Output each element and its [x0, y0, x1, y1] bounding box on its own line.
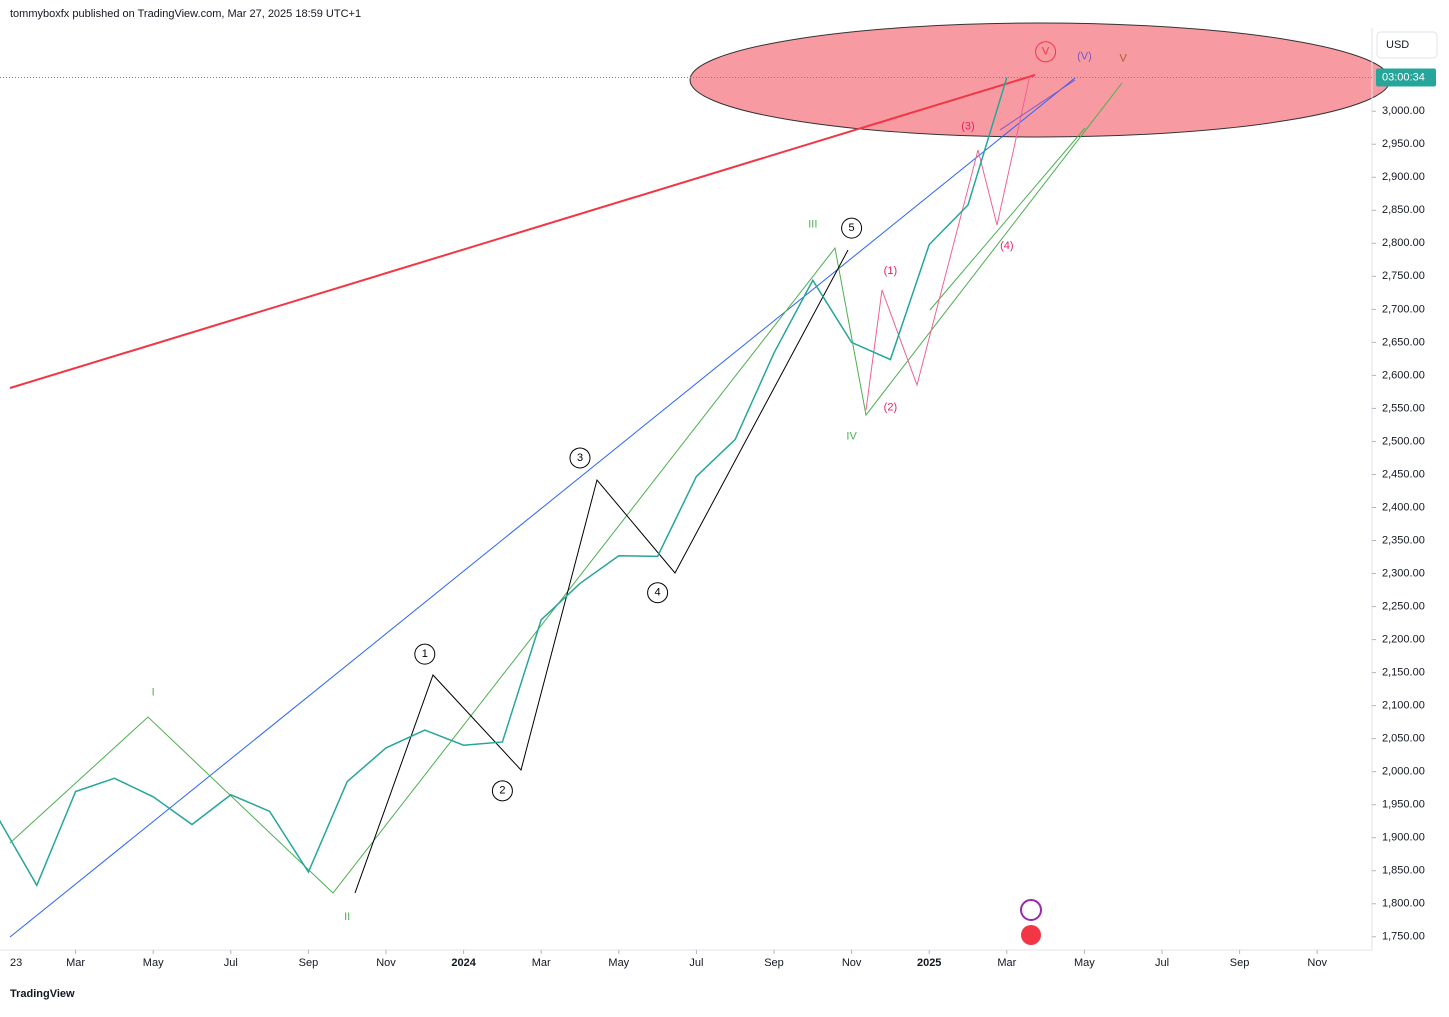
y-tick-label: 2,200.00 — [1382, 633, 1425, 645]
wave-path — [354, 249, 849, 894]
x-tick-label: 2025 — [917, 957, 941, 969]
wave-label: 3 — [577, 452, 583, 464]
wave-circle — [841, 217, 863, 239]
wave-label: (3) — [961, 120, 974, 132]
y-tick-label: 2,250.00 — [1382, 600, 1425, 612]
trend-line — [9, 74, 1036, 389]
countdown: 03:00:34 — [1382, 71, 1425, 83]
x-tick-label: Sep — [299, 957, 319, 969]
channel-line — [999, 79, 1076, 131]
x-tick-label: Jul — [689, 957, 703, 969]
x-tick-label: 2024 — [451, 957, 476, 969]
x-tick-label: Nov — [1307, 957, 1327, 969]
x-tick-label: Sep — [1230, 957, 1250, 969]
wave-label: 1 — [422, 648, 428, 660]
x-tick-label: 23 — [10, 957, 22, 969]
attribution: tommyboxfx published on TradingView.com,… — [10, 8, 361, 20]
target-zone — [689, 22, 1391, 138]
x-tick-label: May — [1074, 957, 1095, 969]
y-tick-label: 2,900.00 — [1382, 171, 1425, 183]
brand: TradingView — [10, 988, 75, 1000]
wave-label: 4 — [655, 587, 661, 599]
currency-button[interactable] — [1376, 31, 1438, 59]
event-icon[interactable] — [1020, 899, 1042, 921]
price-line — [0, 77, 1008, 887]
y-tick-label: 3,000.00 — [1382, 105, 1425, 117]
y-tick-label: 2,050.00 — [1382, 733, 1425, 745]
wave-label: IV — [846, 431, 857, 443]
wave-label: (1) — [884, 265, 897, 277]
wave-circle — [647, 582, 669, 604]
wave-label: 5 — [849, 222, 855, 234]
y-tick-label: 2,300.00 — [1382, 567, 1425, 579]
countdown-box — [1376, 68, 1436, 87]
wave-circle — [1035, 41, 1057, 63]
wave-label: (2) — [884, 402, 897, 414]
x-tick-label: May — [608, 957, 629, 969]
wave-circle — [491, 780, 513, 802]
x-tick-label: Jul — [224, 957, 238, 969]
y-tick-label: 2,500.00 — [1382, 435, 1425, 447]
y-tick-label: 2,800.00 — [1382, 237, 1425, 249]
wave-label: V — [1042, 46, 1050, 58]
y-tick-label: 1,950.00 — [1382, 799, 1425, 811]
y-tick-label: 2,550.00 — [1382, 402, 1425, 414]
y-tick-label: 1,900.00 — [1382, 832, 1425, 844]
channel-line — [929, 127, 1086, 311]
drawings — [9, 22, 1391, 938]
x-tick-label: Nov — [842, 957, 862, 969]
y-tick-label: 2,350.00 — [1382, 534, 1425, 546]
wave-label: (V) — [1077, 50, 1092, 62]
wave-path — [9, 82, 1123, 894]
y-tick-label: 2,700.00 — [1382, 303, 1425, 315]
x-tick-label: Jul — [1155, 957, 1169, 969]
wave-label: II — [344, 911, 350, 923]
y-tick-label: 2,450.00 — [1382, 468, 1425, 480]
x-tick-label: Nov — [376, 957, 396, 969]
y-tick-label: 2,100.00 — [1382, 700, 1425, 712]
y-tick-label: 1,800.00 — [1382, 898, 1425, 910]
wave-path — [865, 74, 1031, 411]
y-tick-label: 2,150.00 — [1382, 667, 1425, 679]
y-tick-label: 2,750.00 — [1382, 270, 1425, 282]
trend-line — [9, 77, 1076, 938]
wave-circle — [569, 447, 591, 469]
x-tick-label: May — [143, 957, 164, 969]
y-tick-label: 2,400.00 — [1382, 501, 1425, 513]
x-tick-label: Mar — [532, 957, 551, 969]
y-tick-label: 1,850.00 — [1382, 865, 1425, 877]
wave-label: V — [1120, 52, 1128, 64]
y-tick-label: 2,950.00 — [1382, 138, 1425, 150]
wave-label: III — [808, 219, 817, 231]
wave-label: 2 — [499, 785, 505, 797]
wave-circle — [414, 643, 436, 665]
y-tick-label: 1,750.00 — [1382, 931, 1425, 943]
event-icon[interactable] — [1021, 925, 1041, 945]
y-tick-label: 2,850.00 — [1382, 204, 1425, 216]
currency[interactable]: USD — [1386, 39, 1409, 51]
x-tick-label: Mar — [66, 957, 85, 969]
y-tick-label: 2,650.00 — [1382, 336, 1425, 348]
wave-label: (4) — [1000, 240, 1013, 252]
wave-label: I — [152, 686, 155, 698]
y-tick-label: 2,600.00 — [1382, 369, 1425, 381]
y-tick-label: 2,000.00 — [1382, 766, 1425, 778]
x-tick-label: Mar — [997, 957, 1016, 969]
x-tick-label: Sep — [764, 957, 784, 969]
